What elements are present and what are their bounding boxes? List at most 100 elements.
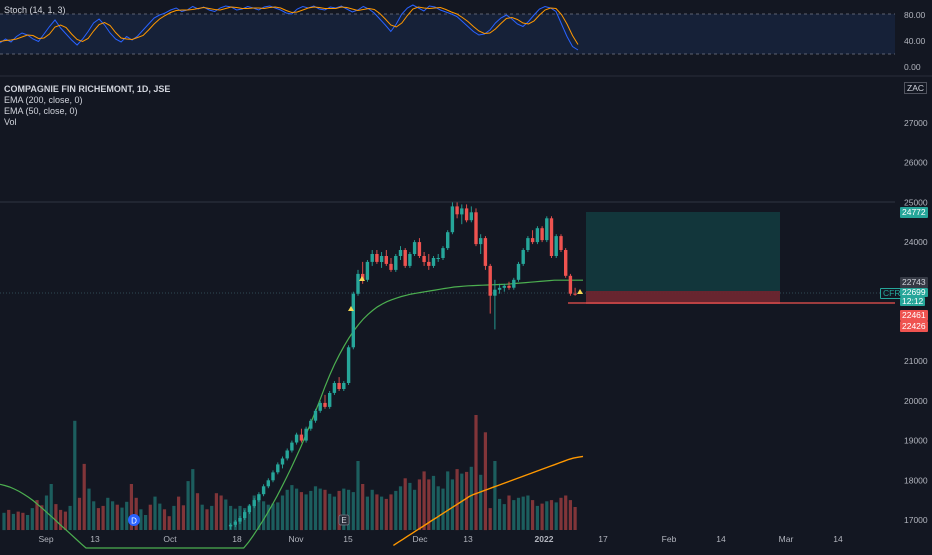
candle[interactable] bbox=[535, 226, 540, 245]
candle[interactable] bbox=[521, 248, 525, 266]
candle[interactable] bbox=[559, 234, 563, 252]
volume-bar bbox=[474, 415, 478, 530]
ema50-line[interactable] bbox=[0, 279, 583, 549]
dividend-marker[interactable]: D bbox=[128, 514, 140, 526]
earnings-marker[interactable]: E bbox=[338, 514, 350, 526]
candle[interactable] bbox=[427, 254, 431, 270]
candle[interactable] bbox=[328, 391, 332, 409]
candle[interactable] bbox=[545, 216, 549, 243]
candle[interactable] bbox=[342, 381, 346, 391]
candle[interactable] bbox=[493, 279, 497, 330]
volume-bar bbox=[436, 486, 440, 530]
volume-bar bbox=[568, 500, 572, 530]
candle[interactable] bbox=[370, 250, 374, 266]
volume-bar bbox=[493, 461, 497, 530]
candle[interactable] bbox=[483, 236, 488, 270]
current-price-badge: 22699 bbox=[900, 287, 928, 297]
candle[interactable] bbox=[403, 248, 407, 268]
position-loss-zone[interactable] bbox=[586, 291, 780, 304]
candle[interactable] bbox=[257, 492, 261, 503]
candle[interactable] bbox=[446, 230, 450, 250]
ema50-legend[interactable]: EMA (50, close, 0) bbox=[4, 106, 78, 116]
volume-legend[interactable]: Vol bbox=[4, 117, 17, 127]
ema200-line[interactable] bbox=[393, 455, 584, 546]
candle[interactable] bbox=[309, 418, 313, 431]
volume-bar bbox=[276, 502, 280, 530]
candle[interactable] bbox=[280, 456, 285, 469]
candle[interactable] bbox=[460, 204, 464, 225]
volume-bar bbox=[422, 471, 426, 530]
candle[interactable] bbox=[285, 448, 289, 461]
candle[interactable] bbox=[299, 428, 304, 443]
candle[interactable] bbox=[351, 291, 355, 350]
ema200-legend[interactable]: EMA (200, close, 0) bbox=[4, 95, 83, 105]
candle[interactable] bbox=[389, 258, 393, 272]
candle[interactable] bbox=[294, 432, 299, 445]
volume-bar bbox=[205, 509, 209, 530]
candle[interactable] bbox=[228, 523, 233, 530]
candle[interactable] bbox=[375, 250, 379, 264]
candle[interactable] bbox=[474, 208, 478, 247]
position-profit-zone[interactable] bbox=[586, 212, 780, 291]
candle[interactable] bbox=[488, 263, 492, 314]
candle[interactable] bbox=[479, 234, 483, 254]
candle[interactable] bbox=[346, 345, 351, 385]
candle[interactable] bbox=[497, 283, 502, 294]
price-axis-tick: 17000 bbox=[904, 515, 928, 525]
candle[interactable] bbox=[469, 206, 473, 223]
candle[interactable] bbox=[356, 269, 360, 296]
candle[interactable] bbox=[337, 377, 341, 391]
candle[interactable] bbox=[290, 440, 294, 453]
candle[interactable] bbox=[365, 260, 370, 282]
candle[interactable] bbox=[276, 462, 280, 475]
currency-scale-button[interactable]: ZAC bbox=[904, 82, 927, 94]
candle[interactable] bbox=[247, 504, 252, 514]
candle[interactable] bbox=[540, 226, 544, 243]
candle[interactable] bbox=[332, 381, 337, 395]
candle[interactable] bbox=[398, 246, 403, 260]
main-legend[interactable]: COMPAGNIE FIN RICHEMONT, 1D, JSE EMA (20… bbox=[4, 84, 170, 128]
candle[interactable] bbox=[318, 400, 322, 413]
candle[interactable] bbox=[313, 408, 318, 423]
time-axis-tick: 2022 bbox=[535, 534, 554, 544]
candle[interactable] bbox=[304, 426, 308, 443]
candle[interactable] bbox=[431, 256, 436, 268]
candle[interactable] bbox=[436, 254, 440, 262]
candle[interactable] bbox=[441, 246, 445, 260]
volume-bar bbox=[450, 479, 454, 530]
volume-bar bbox=[328, 493, 332, 530]
candle[interactable] bbox=[379, 252, 384, 268]
candle[interactable] bbox=[502, 283, 506, 292]
candle[interactable] bbox=[530, 230, 535, 245]
candle[interactable] bbox=[266, 478, 270, 489]
candle[interactable] bbox=[408, 252, 412, 268]
candle[interactable] bbox=[271, 470, 275, 483]
volume-bar bbox=[158, 503, 162, 531]
volume-bar bbox=[299, 492, 303, 531]
candle[interactable] bbox=[422, 252, 426, 266]
candle[interactable] bbox=[526, 236, 530, 252]
candle[interactable] bbox=[417, 238, 422, 258]
candle[interactable] bbox=[554, 234, 558, 258]
candle[interactable] bbox=[568, 273, 573, 296]
candle[interactable] bbox=[564, 248, 568, 278]
candle[interactable] bbox=[261, 484, 266, 497]
candle[interactable] bbox=[384, 250, 388, 266]
candle[interactable] bbox=[412, 240, 417, 256]
candle[interactable] bbox=[394, 254, 398, 272]
candle[interactable] bbox=[507, 281, 511, 290]
candle[interactable] bbox=[573, 287, 577, 296]
candle[interactable] bbox=[243, 510, 247, 520]
candle[interactable] bbox=[516, 261, 521, 282]
stoch-legend[interactable]: Stoch (14, 1, 3) bbox=[4, 5, 66, 16]
candle[interactable] bbox=[323, 394, 327, 409]
candle[interactable] bbox=[450, 202, 455, 235]
candle[interactable] bbox=[512, 277, 516, 290]
candle[interactable] bbox=[252, 498, 256, 509]
candle[interactable] bbox=[464, 204, 469, 223]
candle[interactable] bbox=[549, 216, 554, 258]
candle[interactable] bbox=[233, 520, 237, 528]
candle[interactable] bbox=[455, 202, 459, 219]
candle[interactable] bbox=[238, 516, 242, 524]
